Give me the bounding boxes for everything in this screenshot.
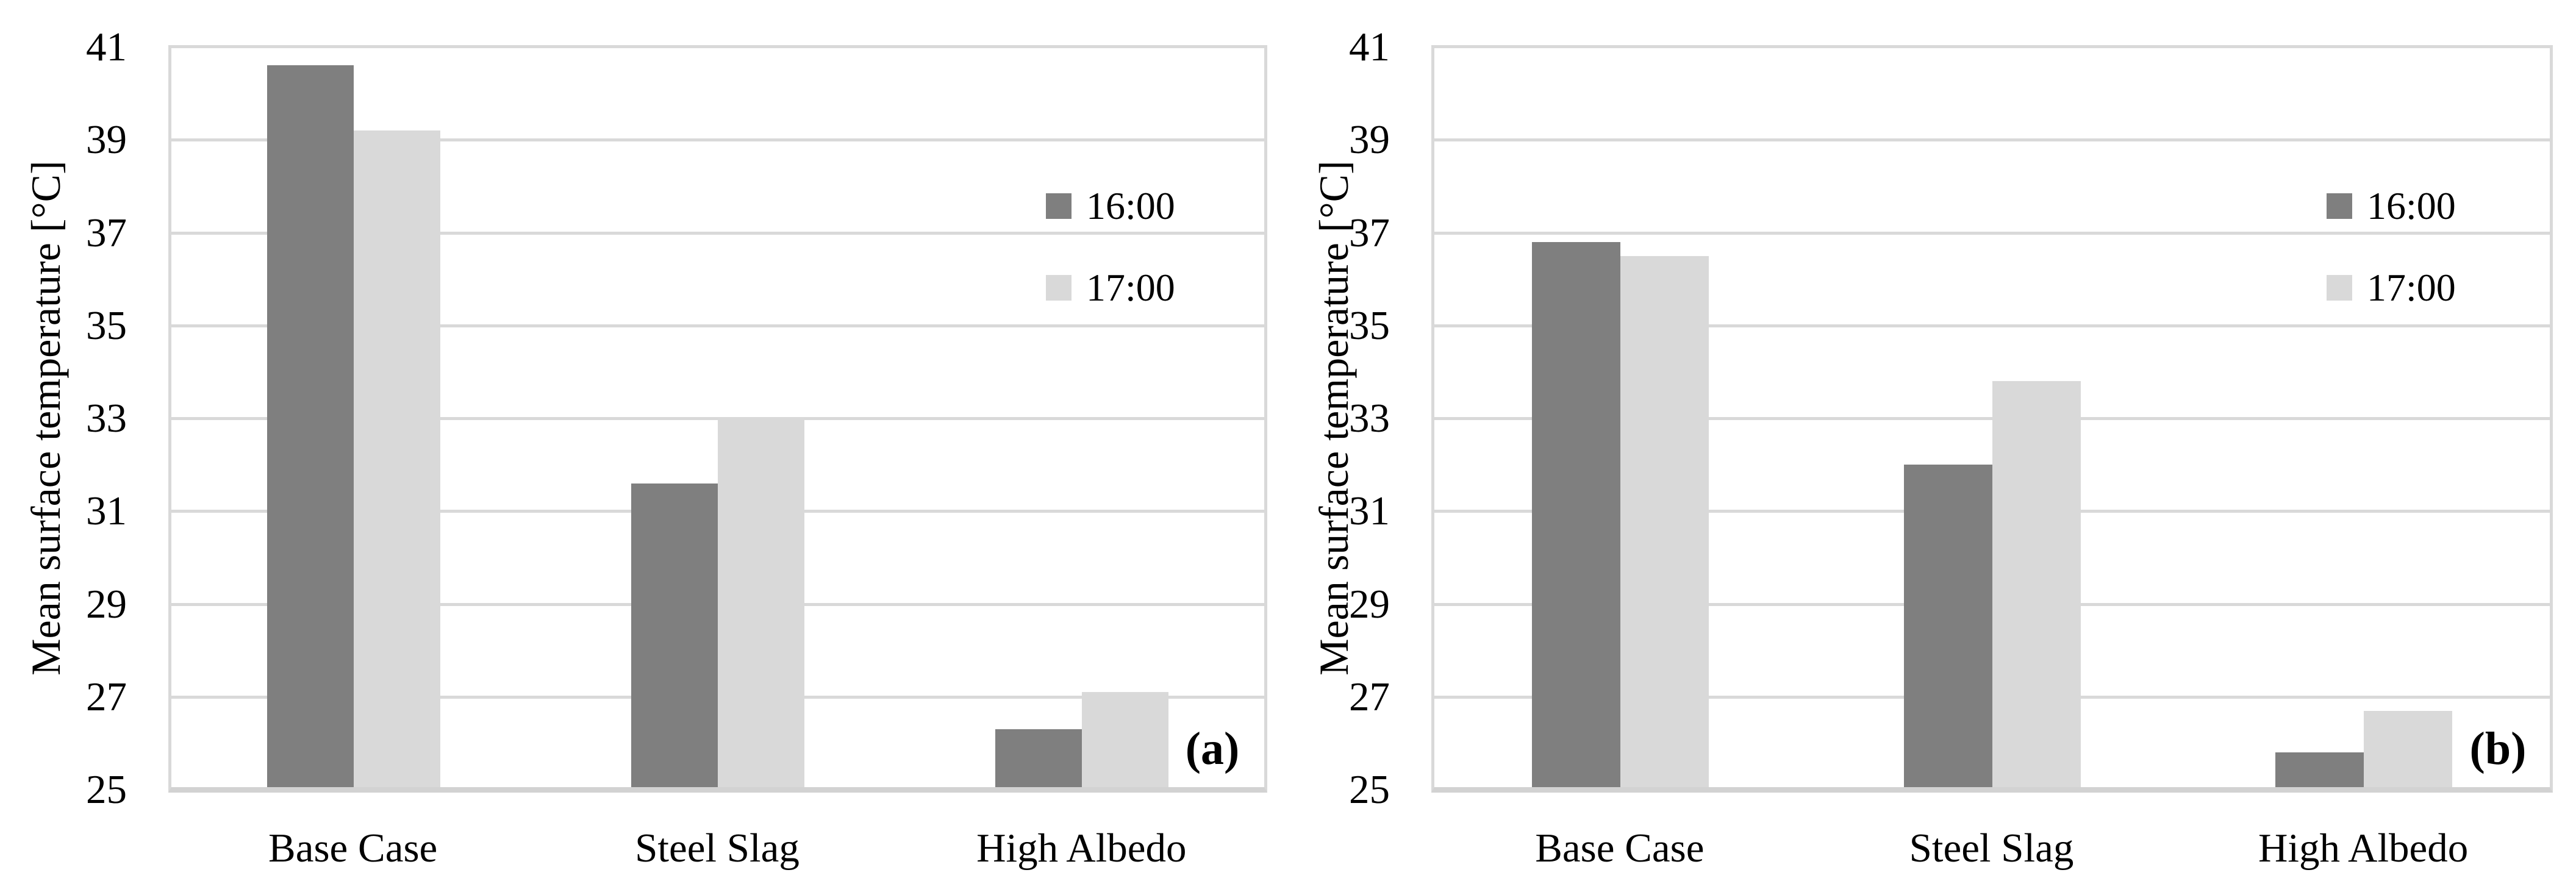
y-tick-label-35: 35	[1349, 302, 1390, 348]
x-category-label-high-albedo: High Albedo	[2258, 826, 2469, 871]
x-category-label-high-albedo: High Albedo	[976, 826, 1187, 871]
gridline-33	[1434, 417, 2550, 420]
gridline-39	[1434, 138, 2550, 142]
legend-label-17-00: 17:00	[2367, 266, 2456, 309]
chart-panel-a: Mean surface temperature [°C] 16:00 17:00…	[23, 24, 1267, 871]
legend-item-17-00: 17:00	[2327, 268, 2456, 307]
bar-high-albedo-16-00	[995, 729, 1082, 787]
gridline-37	[1434, 231, 2550, 235]
legend-item-17-00: 17:00	[1046, 268, 1175, 307]
gridline-35	[1434, 324, 2550, 327]
x-category-label-steel-slag: Steel Slag	[1909, 826, 2074, 871]
bar-base-case-17-00	[1620, 256, 1709, 787]
panel-label-a: (a)	[1185, 723, 1240, 774]
legend-swatch-16-00	[2327, 193, 2352, 219]
bar-base-case-17-00	[354, 130, 440, 787]
x-category-label-steel-slag: Steel Slag	[635, 826, 800, 871]
bar-high-albedo-17-00	[2364, 711, 2452, 787]
bar-high-albedo-17-00	[1082, 692, 1168, 787]
plot-area: 16:00 17:00 (a)	[168, 45, 1267, 793]
panel-label-b: (b)	[2469, 723, 2527, 774]
legend-item-16-00: 16:00	[1046, 187, 1175, 226]
y-tick-label-37: 37	[86, 210, 127, 255]
x-category-label-base-case: Base Case	[268, 826, 438, 871]
y-tick-label-39: 39	[1349, 117, 1390, 163]
y-tick-label-29: 29	[86, 581, 127, 627]
gridline-35	[171, 324, 1264, 327]
bar-steel-slag-16-00	[631, 483, 718, 787]
legend-label-17-00: 17:00	[1086, 266, 1175, 309]
y-tick-label-33: 33	[1349, 396, 1390, 441]
y-tick-label-39: 39	[86, 117, 127, 163]
legend-label-16-00: 16:00	[2367, 184, 2456, 227]
bar-steel-slag-17-00	[718, 418, 804, 787]
bar-base-case-16-00	[267, 65, 354, 787]
y-tick-label-27: 27	[86, 674, 127, 719]
bar-steel-slag-17-00	[1992, 381, 2081, 787]
bar-high-albedo-16-00	[2275, 752, 2364, 787]
legend-item-16-00: 16:00	[2327, 187, 2456, 226]
legend-label-16-00: 16:00	[1086, 184, 1175, 227]
y-tick-label-33: 33	[86, 396, 127, 441]
legend-swatch-17-00	[1046, 275, 1072, 301]
y-tick-label-41: 41	[1349, 24, 1390, 70]
gridline-37	[171, 231, 1264, 235]
y-tick-label-31: 31	[86, 488, 127, 534]
plot-area: 16:00 17:00 (b)	[1431, 45, 2553, 793]
y-tick-label-25: 25	[86, 767, 127, 812]
chart-panel-b: Mean surface temperature [°C] 16:00 17:00…	[1288, 0, 2576, 892]
y-tick-label-25: 25	[1349, 767, 1390, 812]
legend-swatch-16-00	[1046, 193, 1072, 219]
y-tick-label-41: 41	[86, 24, 127, 70]
legend-swatch-17-00	[2327, 275, 2352, 301]
bar-steel-slag-16-00	[1904, 465, 1992, 787]
bar-base-case-16-00	[1532, 242, 1620, 787]
y-tick-label-29: 29	[1349, 581, 1390, 627]
y-tick-label-35: 35	[86, 302, 127, 348]
y-tick-label-27: 27	[1349, 674, 1390, 719]
y-tick-label-31: 31	[1349, 488, 1390, 534]
y-tick-label-37: 37	[1349, 210, 1390, 255]
x-category-label-base-case: Base Case	[1535, 826, 1705, 871]
gridline-39	[171, 138, 1264, 142]
